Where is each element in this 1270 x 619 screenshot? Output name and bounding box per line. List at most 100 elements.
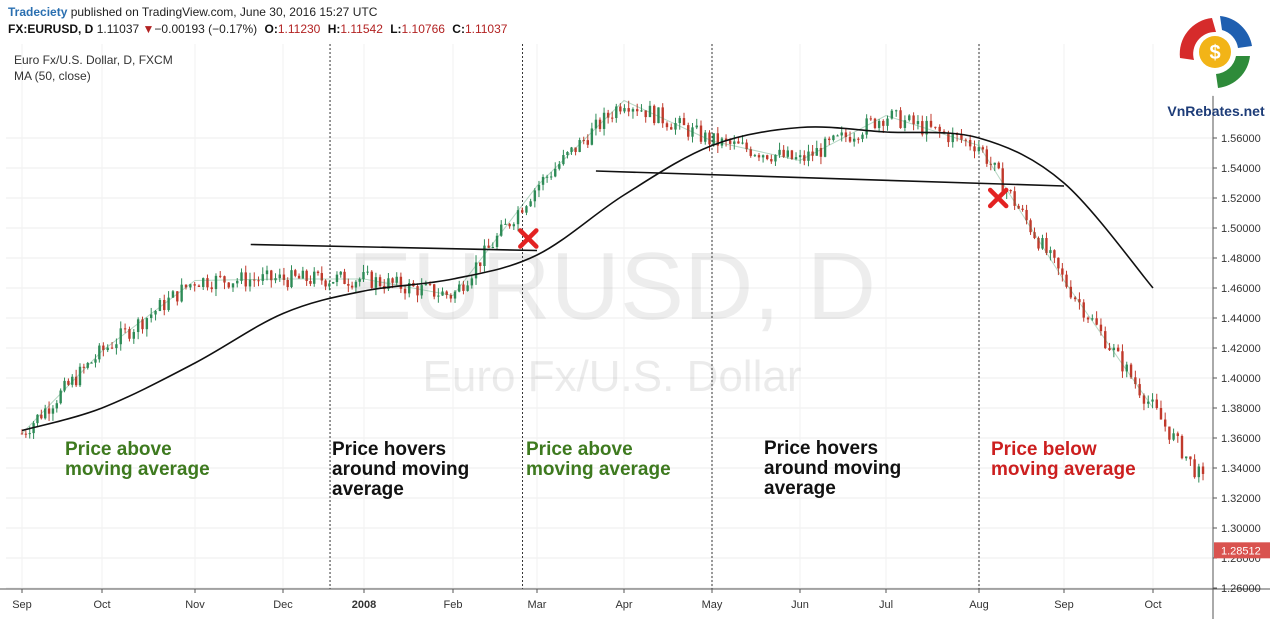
candle-body [1134, 377, 1137, 385]
candle-body [1029, 220, 1032, 233]
candle-body [244, 272, 247, 287]
last-price: 1.11037 [96, 22, 140, 36]
candle-body [470, 278, 474, 286]
candle-body [947, 132, 950, 143]
candle-body [63, 380, 66, 391]
candle-body [938, 126, 941, 132]
candle-body [549, 176, 553, 178]
y-tick-label-15: 1.26000 [1221, 583, 1261, 595]
y-tick-label-3: 1.50000 [1221, 223, 1261, 235]
candle-body [123, 328, 127, 330]
candle-body [602, 112, 606, 129]
candle-body [803, 155, 806, 161]
candle-body [1104, 331, 1107, 349]
candle-body [282, 274, 286, 281]
candle-body [545, 176, 549, 178]
candle-body [193, 284, 196, 286]
candle-body [354, 281, 358, 288]
price-close-line [21, 99, 1154, 434]
cross-marker-1-b [987, 187, 1009, 209]
candle-body [189, 284, 192, 288]
candle-body [324, 280, 327, 287]
candle-body [40, 414, 43, 419]
candle-body [533, 190, 537, 202]
watermark-symbol: EURUSD, D [348, 233, 876, 340]
candle-body [483, 245, 486, 266]
candle-body [343, 271, 346, 284]
candle-body [305, 270, 308, 281]
high-label: H: [327, 22, 341, 36]
last-price-label: 1.28512 [1221, 545, 1261, 557]
candle-body [240, 272, 243, 281]
candle-body [167, 297, 170, 311]
candle-body [766, 155, 769, 160]
candle-body [290, 270, 293, 288]
annotation-3: Price above moving average [526, 439, 671, 480]
candle-body [387, 278, 390, 289]
candle-body [770, 159, 773, 162]
price-chart[interactable]: EURUSD, D Euro Fx/U.S. Dollar 1.560001.5… [0, 44, 1270, 619]
x-tick-label-2: Nov [185, 599, 205, 611]
candle-body [495, 235, 499, 248]
candle-body [82, 366, 86, 368]
candle-body [206, 278, 209, 288]
candle-body [301, 270, 305, 279]
candle-body [1168, 426, 1171, 440]
candle-body [1193, 459, 1196, 478]
candle-body [20, 433, 24, 435]
x-tick-label-10: Jul [879, 599, 893, 611]
candle-body [691, 127, 694, 137]
candle-body [1086, 317, 1090, 320]
candle-body [712, 133, 715, 145]
candle-body [294, 270, 297, 276]
logo-text: VnRebates.net [1167, 103, 1265, 119]
candle-body [508, 223, 511, 227]
candle-body [500, 224, 503, 236]
candle-body [670, 127, 673, 130]
candle-body [1176, 433, 1179, 436]
candle-body [674, 123, 677, 130]
y-tick-label-5: 1.46000 [1221, 283, 1261, 295]
candle-body [516, 210, 520, 225]
candle-body [395, 276, 398, 283]
candle-body [1159, 408, 1163, 420]
x-tick-label-5: Feb [444, 599, 463, 611]
y-tick-label-4: 1.48000 [1221, 253, 1261, 265]
candle-body [378, 277, 382, 287]
candle-body [202, 278, 205, 287]
candle-body [578, 140, 581, 152]
candle-body [1099, 324, 1103, 332]
axes: 1.56000 1.54000 1.52000 1.50000 1.48000 1.460… [0, 44, 1270, 619]
publisher-link[interactable]: Tradeciety [8, 5, 68, 19]
candle-body [682, 118, 686, 126]
candle-body [1013, 191, 1016, 206]
candle-body [55, 403, 58, 409]
candle-body [416, 286, 419, 296]
candle-body [420, 285, 423, 296]
candle-body [504, 223, 507, 225]
candle-body [857, 138, 860, 140]
candle-body [728, 140, 732, 144]
candle-body [437, 295, 440, 297]
watermark: EURUSD, D Euro Fx/U.S. Dollar [348, 233, 876, 401]
candle-body [1185, 456, 1188, 459]
x-tick-label-11: Aug [969, 599, 989, 611]
low-label: L: [390, 22, 402, 36]
candle-body [921, 121, 924, 135]
candle-body [432, 284, 436, 297]
candle-body [619, 106, 622, 112]
y-tick-label-8: 1.40000 [1221, 373, 1261, 385]
candle-body [951, 133, 954, 143]
candle-body [832, 135, 835, 141]
price-change: −0.00193 (−0.17%) [154, 22, 258, 36]
candle-body [741, 142, 744, 144]
logo-icon: $ [1171, 8, 1259, 96]
candle-body [1025, 209, 1028, 221]
candle-body [219, 275, 222, 277]
candle-body [424, 283, 428, 286]
candle-body [586, 140, 589, 145]
candle-body [145, 318, 149, 330]
candle-body [815, 148, 818, 156]
candle-body [132, 332, 135, 339]
candle-body [374, 277, 378, 288]
